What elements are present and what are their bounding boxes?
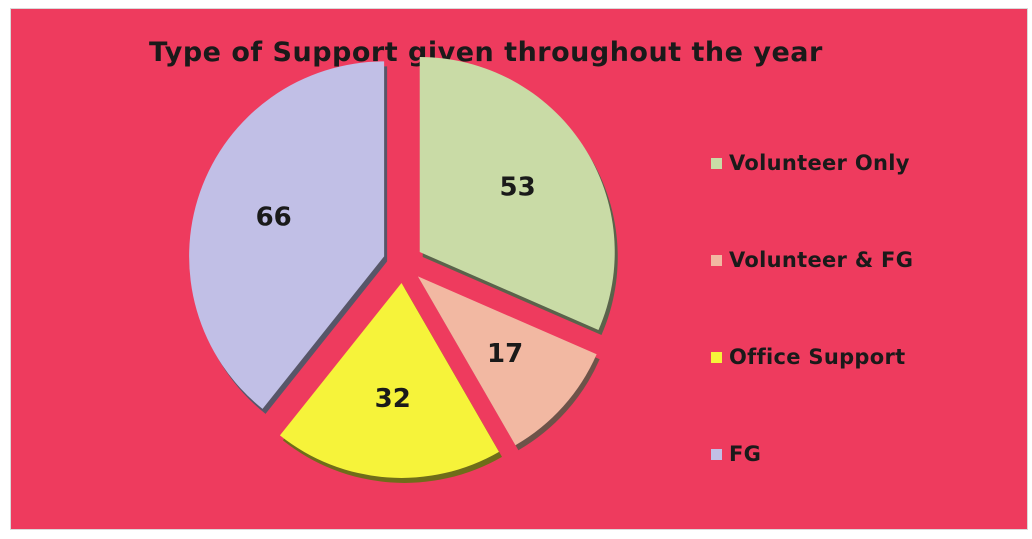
legend-label: Office Support: [729, 345, 906, 369]
legend-swatch: [711, 254, 722, 266]
pie-slice-fg: [189, 61, 385, 409]
legend-swatch: [711, 448, 722, 460]
legend-item-fg: FG: [711, 438, 1011, 470]
pie-chart: 53 17 32 66: [189, 57, 618, 483]
legend: Volunteer Only Volunteer & FG Office Suppo…: [711, 147, 1011, 529]
data-label-fg: 66: [256, 202, 292, 232]
legend-swatch: [711, 351, 722, 363]
chart-area: Type of Support given throughout the yea…: [10, 8, 1028, 530]
data-label-volunteer-and-fg: 17: [487, 339, 523, 369]
legend-label: Volunteer Only: [729, 151, 910, 175]
legend-item-volunteer-and-fg: Volunteer & FG: [711, 244, 1011, 276]
data-label-volunteer-only: 53: [500, 172, 536, 202]
legend-label: Volunteer & FG: [729, 248, 914, 272]
chart-title: Type of Support given throughout the yea…: [149, 37, 823, 68]
legend-label: FG: [729, 442, 762, 466]
data-label-office-support: 32: [375, 384, 411, 414]
pie-slice-volunteer-only: [419, 57, 615, 331]
pie-slice-office-support: [279, 282, 500, 478]
legend-swatch: [711, 157, 722, 169]
legend-item-office-support: Office Support: [711, 341, 1011, 373]
pie-slice-volunteer-and-fg: [417, 276, 597, 446]
legend-item-volunteer-only: Volunteer Only: [711, 147, 1011, 179]
